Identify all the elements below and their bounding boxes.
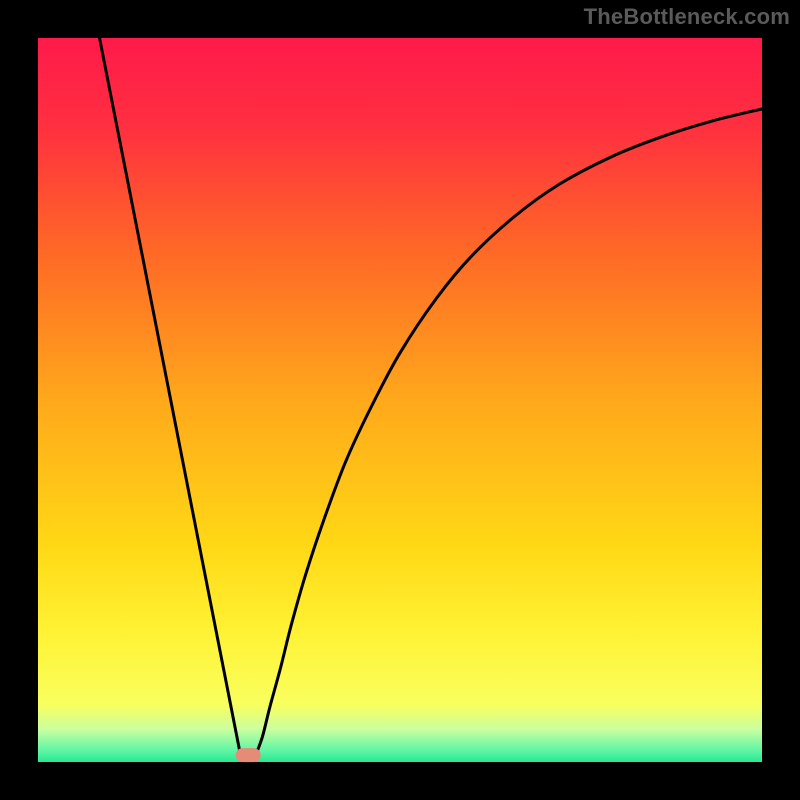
optimal-point-marker [236,749,261,763]
attribution-text: TheBottleneck.com [584,4,790,30]
plot-area [38,38,762,762]
bottleneck-curve [38,38,762,762]
